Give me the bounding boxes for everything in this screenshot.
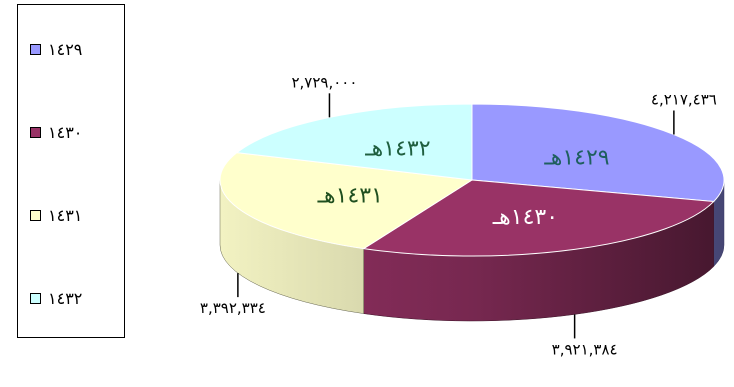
value-label: ٤,٢١٧,٤٣٦ — [651, 91, 717, 109]
legend-item: ١٤٣٢ — [30, 288, 82, 308]
pie-slice — [219, 152, 474, 250]
legend-swatch — [30, 209, 41, 221]
value-label: ٣,٣٩٢,٣٣٤ — [200, 299, 266, 317]
pie-slice — [471, 103, 725, 203]
pie-slice — [362, 179, 715, 257]
legend-label: ١٤٣٢ — [48, 288, 83, 308]
legend-item: ١٤٢٩ — [30, 39, 82, 59]
legend-label: ١٤٣١ — [48, 205, 83, 225]
slice-label: ١٤٢٩هـ — [543, 145, 609, 170]
legend-label: ١٤٣٠ — [48, 122, 83, 142]
chart-legend: ١٤٢٩ ١٤٣٠ ١٤٣١ ١٤٣٢ — [17, 4, 125, 338]
legend-swatch — [30, 43, 41, 55]
value-label: ٢,٧٢٩,٠٠٠ — [291, 73, 357, 91]
slice-label: ١٤٣٢هـ — [364, 136, 430, 161]
slice-label: ١٤٣٠هـ — [492, 205, 558, 230]
slice-label: ١٤٣١هـ — [317, 184, 383, 209]
value-label: ٣,٩٢١,٣٨٤ — [552, 340, 618, 358]
legend-label: ١٤٢٩ — [48, 39, 83, 59]
legend-swatch — [30, 292, 41, 304]
legend-item: ١٤٣٠ — [30, 122, 82, 142]
legend-item: ١٤٣١ — [30, 205, 82, 225]
legend-swatch — [30, 126, 41, 138]
pie-slice — [235, 103, 473, 181]
